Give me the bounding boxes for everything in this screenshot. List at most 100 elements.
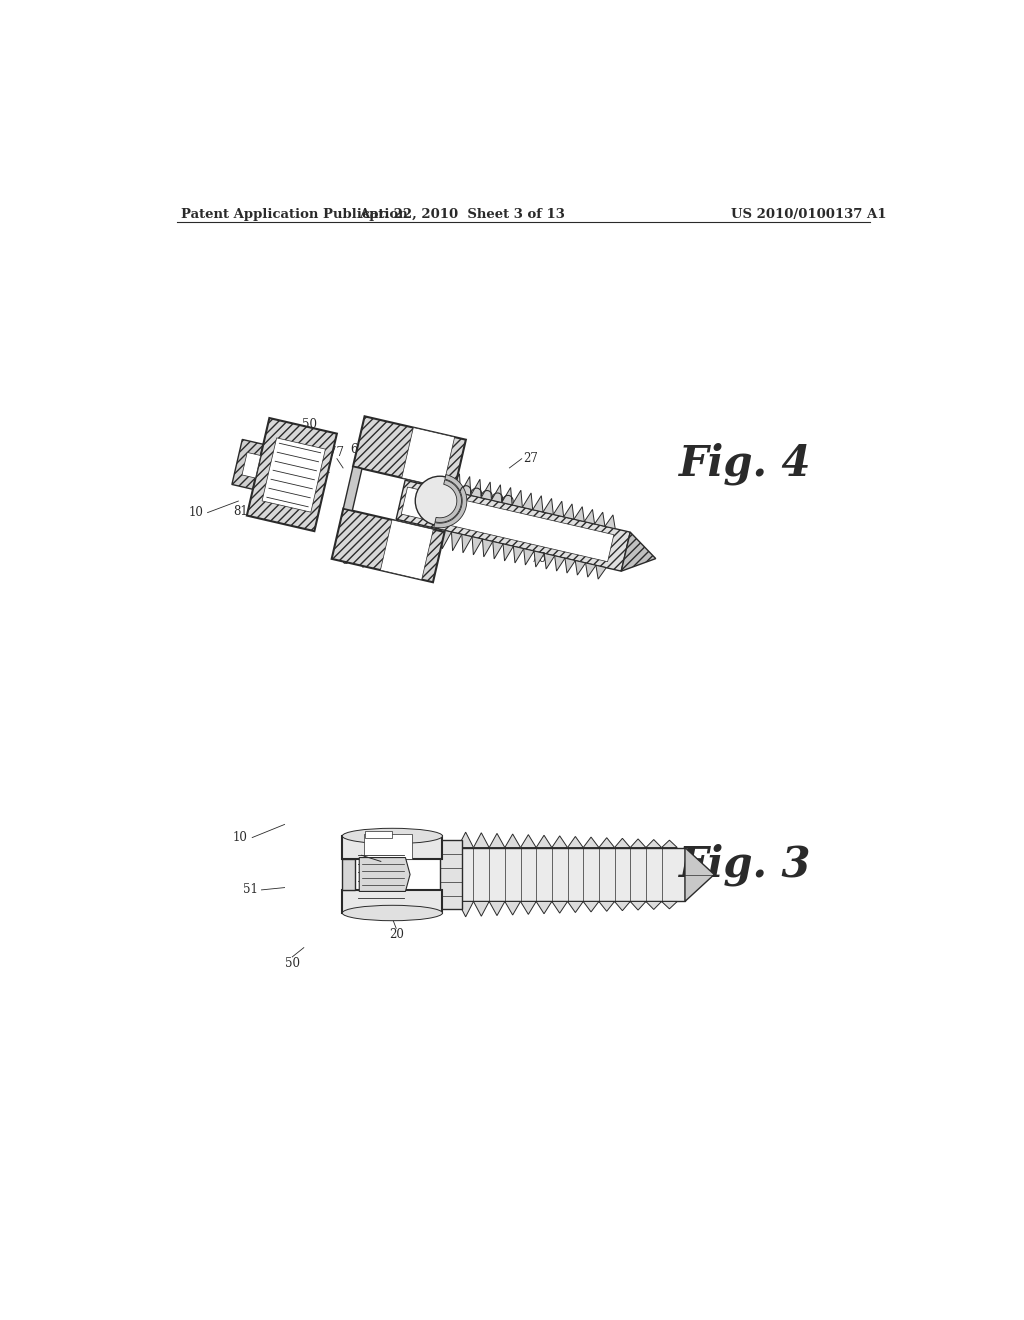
Polygon shape: [567, 902, 584, 912]
Text: 51: 51: [243, 883, 258, 896]
Text: 81: 81: [233, 504, 249, 517]
Text: 50: 50: [302, 417, 317, 430]
Text: 76: 76: [531, 552, 546, 565]
Text: 50: 50: [285, 957, 300, 970]
Polygon shape: [646, 840, 662, 847]
Text: US 2010/0100137 A1: US 2010/0100137 A1: [731, 207, 887, 220]
Polygon shape: [630, 902, 646, 909]
Polygon shape: [366, 832, 392, 838]
Text: 62: 62: [350, 444, 366, 455]
Polygon shape: [489, 902, 505, 916]
Polygon shape: [365, 834, 413, 859]
Polygon shape: [545, 553, 555, 569]
Polygon shape: [586, 562, 596, 577]
Polygon shape: [353, 416, 466, 490]
Text: Patent Application Publication: Patent Application Publication: [180, 207, 408, 220]
Polygon shape: [462, 535, 472, 553]
Polygon shape: [575, 561, 586, 576]
Polygon shape: [567, 837, 584, 847]
Polygon shape: [599, 838, 614, 847]
Polygon shape: [563, 504, 574, 519]
Text: 77: 77: [330, 446, 344, 459]
Text: 24: 24: [407, 546, 421, 560]
Polygon shape: [247, 418, 337, 531]
Text: Apr. 22, 2010  Sheet 3 of 13: Apr. 22, 2010 Sheet 3 of 13: [358, 207, 564, 220]
Polygon shape: [574, 507, 585, 521]
Polygon shape: [332, 508, 444, 582]
Text: Fig. 4: Fig. 4: [679, 442, 812, 484]
Polygon shape: [520, 834, 537, 847]
Polygon shape: [472, 537, 482, 554]
Polygon shape: [565, 558, 575, 573]
Polygon shape: [359, 858, 410, 891]
Polygon shape: [342, 890, 442, 913]
Polygon shape: [242, 453, 261, 478]
Polygon shape: [492, 484, 502, 503]
Polygon shape: [396, 480, 630, 572]
Polygon shape: [262, 438, 326, 512]
Polygon shape: [585, 510, 595, 524]
Polygon shape: [614, 838, 630, 847]
Polygon shape: [532, 496, 543, 512]
Polygon shape: [513, 546, 523, 562]
Polygon shape: [537, 836, 552, 847]
Polygon shape: [505, 834, 520, 847]
Polygon shape: [553, 502, 563, 517]
Polygon shape: [482, 539, 493, 557]
Polygon shape: [552, 836, 567, 847]
Polygon shape: [451, 847, 685, 902]
Polygon shape: [452, 532, 462, 550]
Polygon shape: [596, 565, 606, 579]
Polygon shape: [512, 490, 522, 507]
Text: 20: 20: [389, 928, 403, 941]
Ellipse shape: [342, 906, 442, 921]
Polygon shape: [595, 512, 605, 527]
Polygon shape: [461, 477, 471, 495]
Polygon shape: [441, 529, 452, 549]
Text: 10: 10: [232, 832, 248, 843]
Polygon shape: [381, 520, 433, 579]
Polygon shape: [599, 902, 614, 911]
Polygon shape: [555, 556, 565, 572]
Polygon shape: [481, 482, 492, 500]
Polygon shape: [622, 532, 655, 572]
Polygon shape: [503, 544, 513, 561]
Text: 70: 70: [360, 557, 375, 570]
Polygon shape: [440, 840, 462, 909]
Polygon shape: [520, 902, 537, 915]
Text: 10: 10: [188, 506, 204, 519]
Polygon shape: [342, 836, 442, 859]
Polygon shape: [451, 474, 461, 492]
Polygon shape: [552, 902, 567, 913]
Text: 82: 82: [314, 453, 329, 465]
Polygon shape: [434, 475, 467, 528]
Polygon shape: [502, 487, 512, 504]
Polygon shape: [646, 902, 662, 909]
Polygon shape: [493, 541, 503, 558]
Text: 20: 20: [368, 438, 383, 451]
Polygon shape: [537, 902, 552, 913]
Polygon shape: [231, 440, 263, 490]
Polygon shape: [342, 859, 354, 890]
Text: 40: 40: [385, 560, 399, 573]
Circle shape: [416, 477, 465, 525]
Polygon shape: [523, 549, 534, 565]
Polygon shape: [584, 902, 599, 912]
Text: 27: 27: [523, 453, 539, 465]
Polygon shape: [605, 515, 615, 529]
Polygon shape: [662, 840, 677, 847]
Polygon shape: [401, 487, 613, 562]
Polygon shape: [473, 833, 489, 847]
Polygon shape: [401, 428, 455, 487]
Polygon shape: [458, 902, 473, 917]
Polygon shape: [489, 833, 505, 847]
Text: 80: 80: [341, 554, 356, 566]
Polygon shape: [630, 840, 646, 847]
Ellipse shape: [342, 829, 442, 843]
Polygon shape: [614, 902, 630, 911]
Polygon shape: [662, 902, 677, 909]
Polygon shape: [505, 902, 520, 915]
Polygon shape: [543, 499, 553, 515]
Polygon shape: [685, 847, 714, 902]
Text: Fig. 3: Fig. 3: [679, 843, 812, 886]
